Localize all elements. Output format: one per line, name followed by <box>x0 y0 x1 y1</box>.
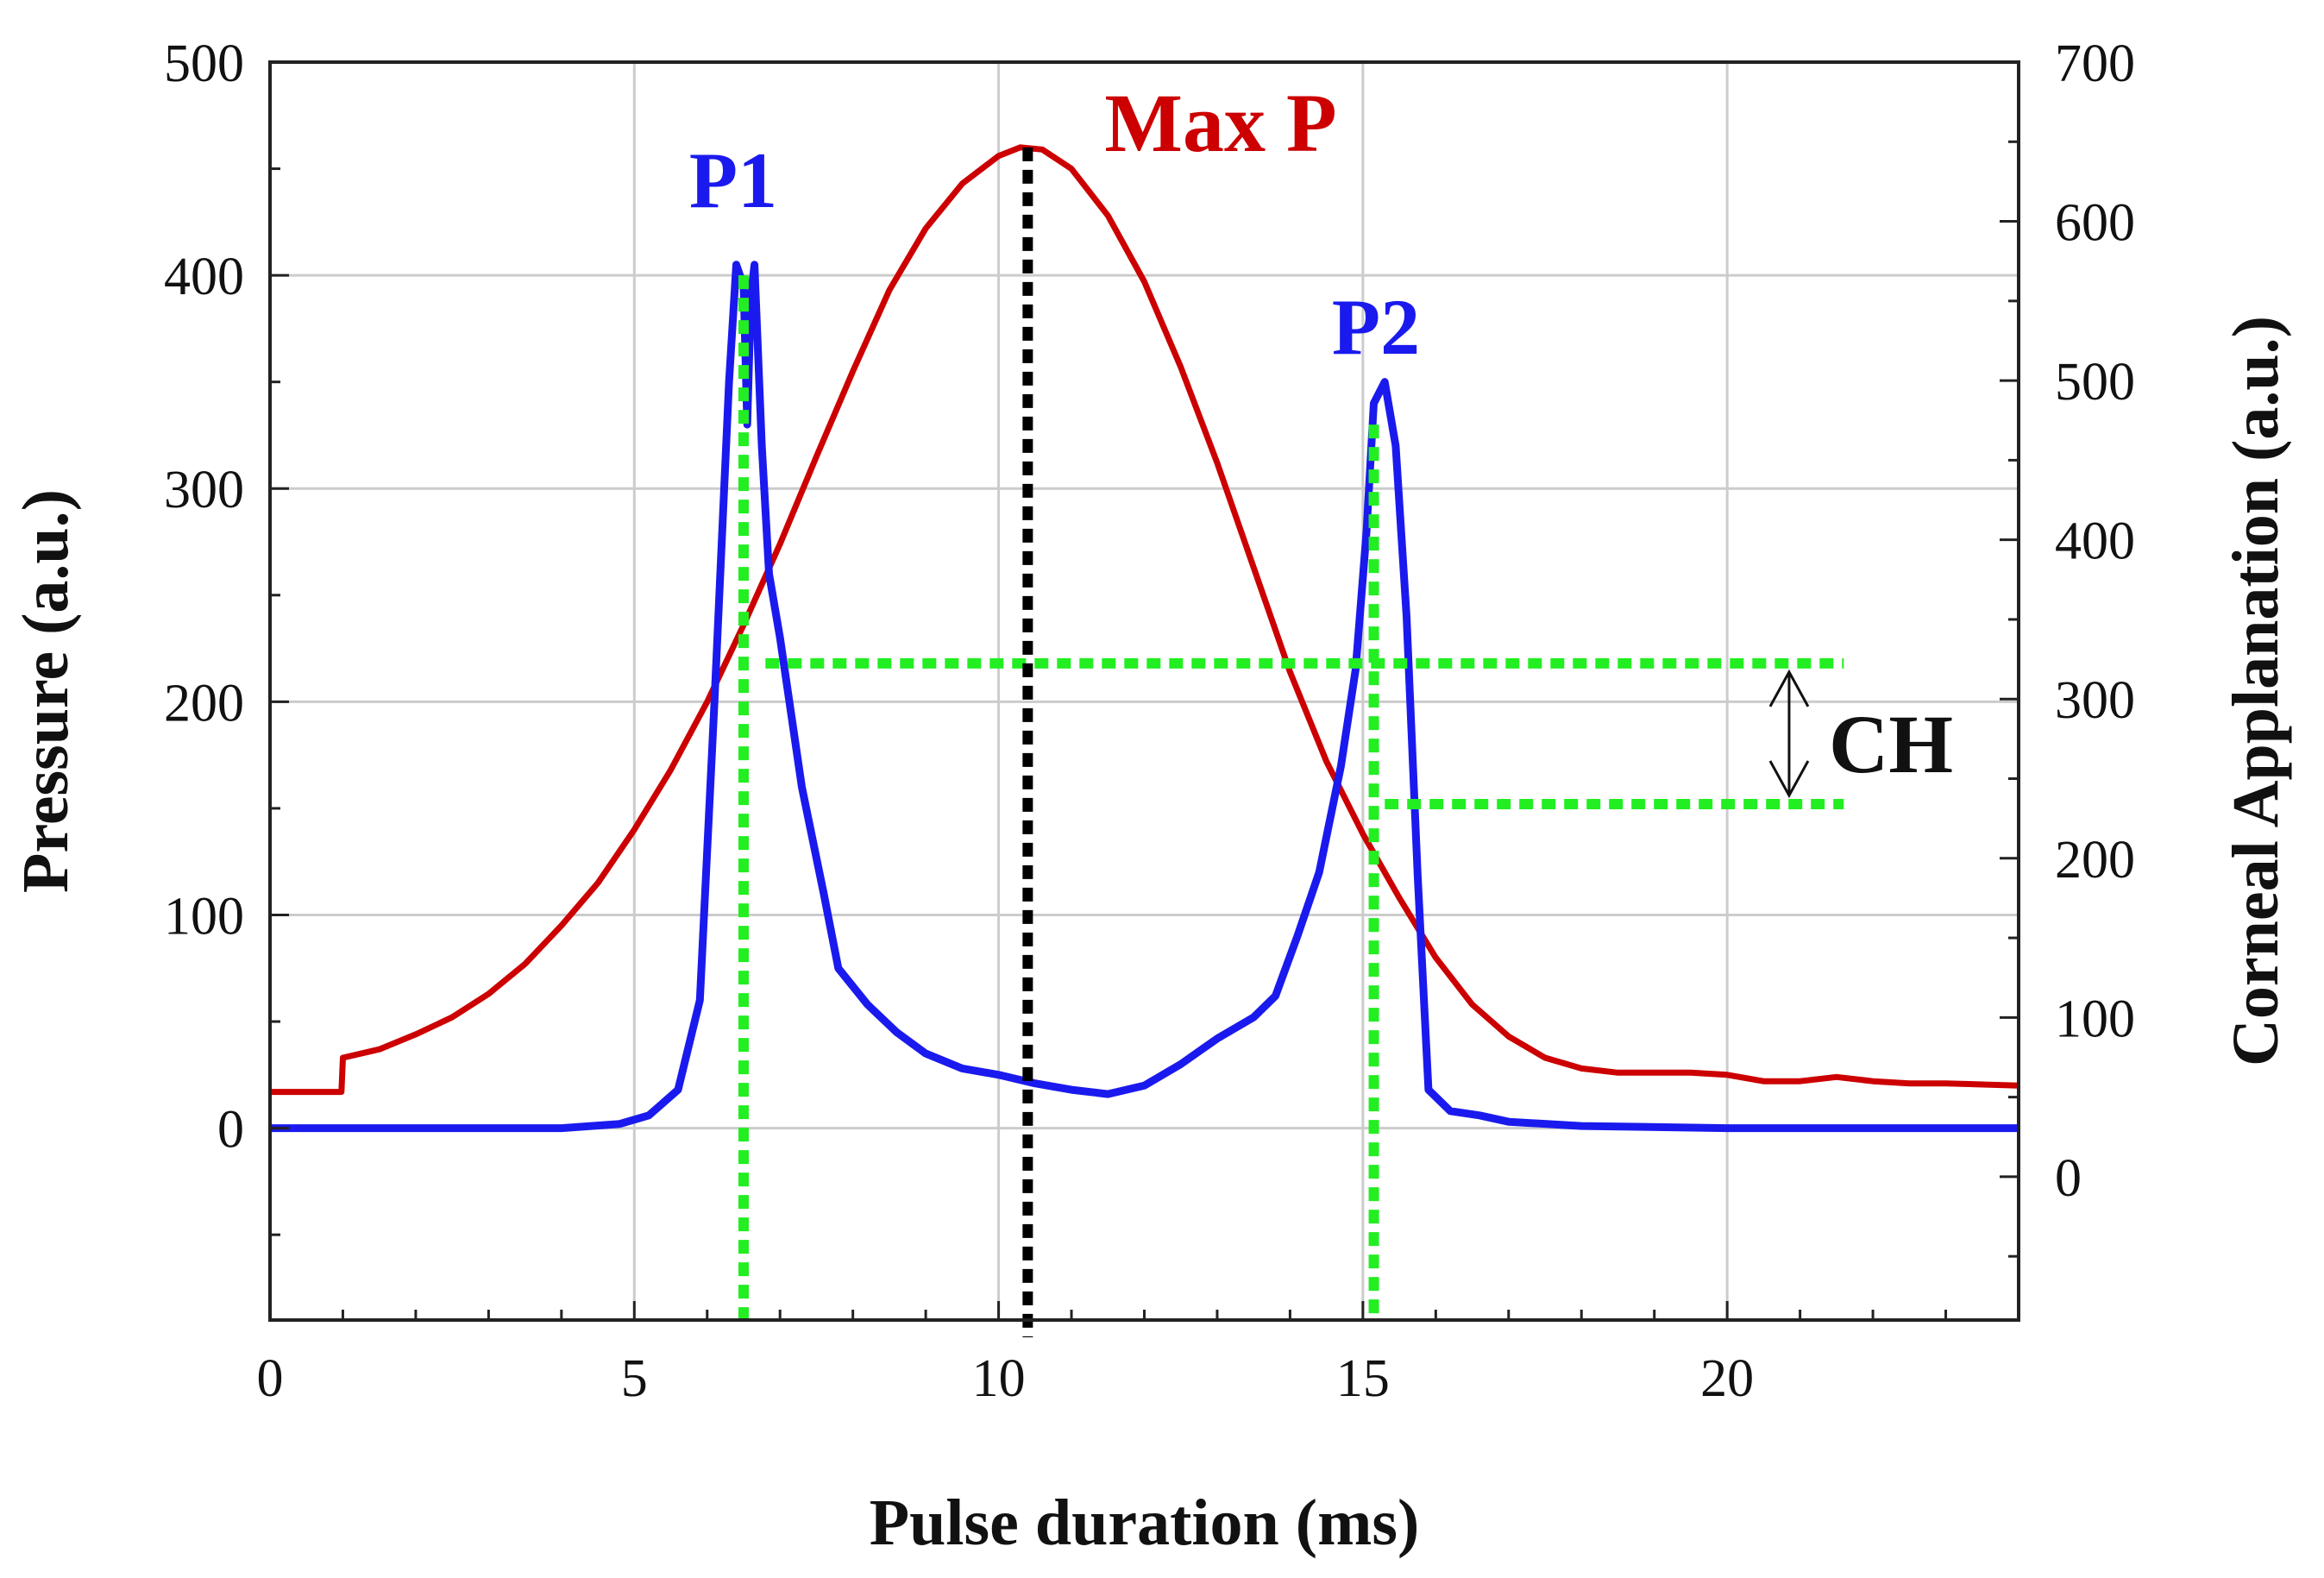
max-p-label: Max P <box>1104 77 1336 169</box>
marker-lines <box>738 147 1844 1337</box>
series-layer <box>270 144 2019 1133</box>
left-y-tick-label: 0 <box>217 1101 244 1160</box>
right-y-tick-label: 100 <box>2055 990 2135 1048</box>
pressure-line <box>270 144 2019 1096</box>
ch-arrow-head-up <box>1768 669 1810 707</box>
ch-label: CH <box>1829 698 1953 790</box>
x-tick-label: 20 <box>1700 1349 1754 1408</box>
left-y-tick-label: 100 <box>164 887 244 946</box>
axis-ticks: 0 5 10 15 2001002003004005000100200300400500… <box>164 35 2135 1408</box>
p1-label: P1 <box>689 136 777 224</box>
right-y-axis-title: Corneal Applanation (a.u.) <box>2220 316 2292 1066</box>
right-y-tick-label: 200 <box>2055 831 2135 890</box>
x-axis-title: Pulse duration (ms) <box>870 1487 1420 1559</box>
left-y-axis-title: Pressure (a.u.) <box>9 489 82 893</box>
ch-double-arrow <box>1768 669 1810 799</box>
x-tick-label: 10 <box>972 1349 1026 1408</box>
left-y-tick-label: 300 <box>164 461 244 519</box>
right-y-tick-label: 300 <box>2055 671 2135 730</box>
right-y-tick-label: 500 <box>2055 353 2135 412</box>
right-y-tick-label: 700 <box>2055 35 2135 93</box>
right-y-tick-label: 600 <box>2055 194 2135 253</box>
left-y-tick-label: 500 <box>164 35 244 93</box>
p2-label: P2 <box>1332 283 1420 371</box>
left-y-tick-label: 400 <box>164 248 244 306</box>
applanation-line <box>270 261 2019 1133</box>
left-y-tick-label: 200 <box>164 674 244 732</box>
x-tick-label: 15 <box>1336 1349 1390 1408</box>
right-y-tick-label: 0 <box>2055 1149 2082 1208</box>
x-tick-label: 5 <box>621 1349 648 1408</box>
right-y-tick-label: 400 <box>2055 512 2135 571</box>
ch-arrow-head-down <box>1768 760 1810 799</box>
x-tick-label: 0 <box>257 1349 284 1408</box>
